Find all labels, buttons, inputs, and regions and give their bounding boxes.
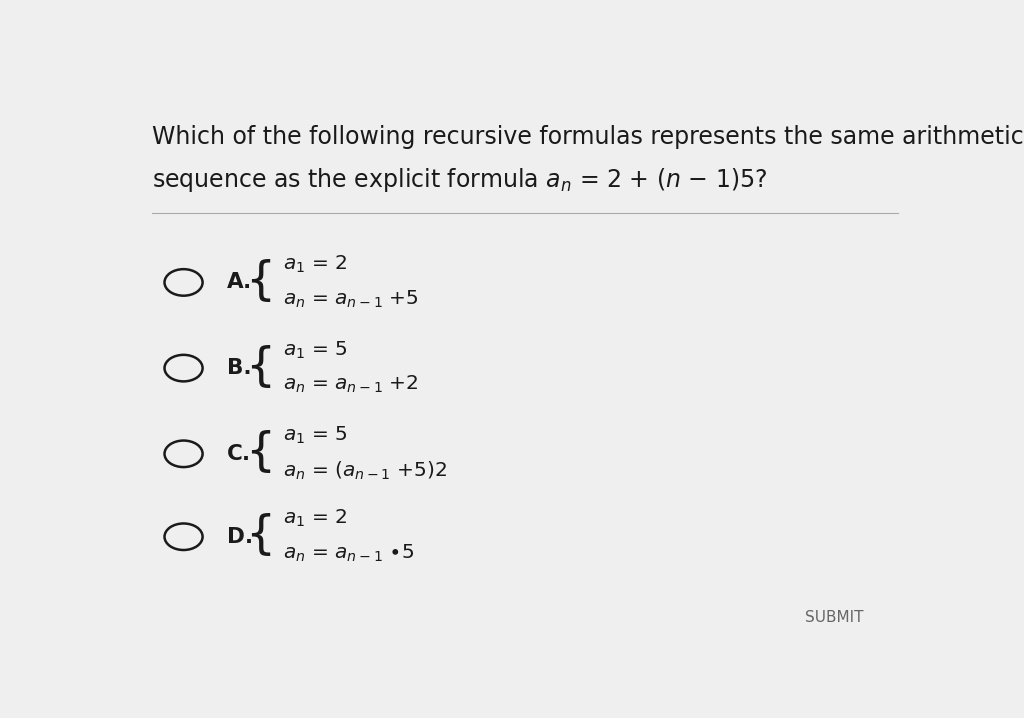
Text: sequence as the explicit formula $a_n$ = 2 + ($n$ − 1)5?: sequence as the explicit formula $a_n$ =…: [152, 167, 767, 195]
Text: D.: D.: [227, 527, 253, 546]
Text: {: {: [245, 513, 274, 559]
Text: A.: A.: [227, 272, 253, 292]
Text: {: {: [245, 259, 274, 304]
Text: $a_1$ = 2: $a_1$ = 2: [283, 508, 347, 529]
Text: B.: B.: [227, 358, 252, 378]
Text: Which of the following recursive formulas represents the same arithmetic: Which of the following recursive formula…: [152, 125, 1024, 149]
Text: {: {: [245, 431, 274, 475]
Text: C.: C.: [227, 444, 251, 464]
Text: $a_n$ = $a_{n-1}$ +2: $a_n$ = $a_{n-1}$ +2: [283, 374, 419, 396]
Text: {: {: [245, 345, 274, 390]
Text: $a_1$ = 5: $a_1$ = 5: [283, 339, 347, 360]
Text: $a_n$ = $a_{n-1}$ ∙5: $a_n$ = $a_{n-1}$ ∙5: [283, 543, 415, 564]
Text: $a_n$ = ($a_{n-1}$ +5)2: $a_n$ = ($a_{n-1}$ +5)2: [283, 460, 446, 482]
Text: $a_1$ = 5: $a_1$ = 5: [283, 425, 347, 446]
Text: SUBMIT: SUBMIT: [805, 610, 863, 625]
Text: $a_n$ = $a_{n-1}$ +5: $a_n$ = $a_{n-1}$ +5: [283, 289, 419, 309]
Text: $a_1$ = 2: $a_1$ = 2: [283, 253, 347, 275]
